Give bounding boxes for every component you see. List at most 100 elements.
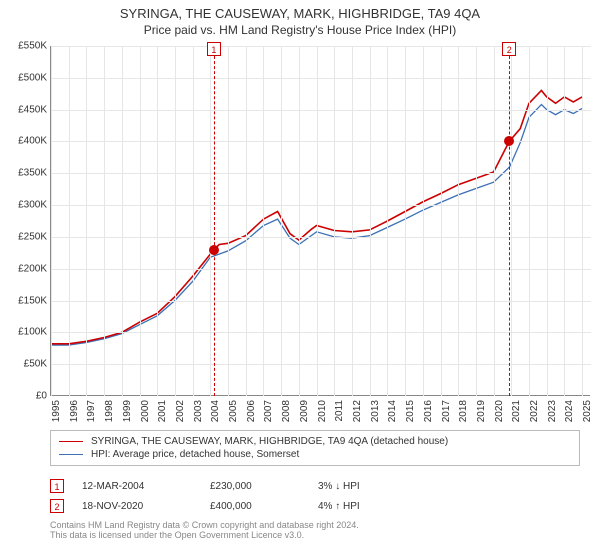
event-badge: 2 xyxy=(502,42,516,56)
gridline-v xyxy=(246,46,247,396)
ytick-label: £200K xyxy=(3,263,47,274)
xtick-label: 2003 xyxy=(193,400,204,422)
ytick-label: £300K xyxy=(3,200,47,211)
gridline-v xyxy=(334,46,335,396)
attribution-line: This data is licensed under the Open Gov… xyxy=(50,530,580,540)
chart-container: SYRINGA, THE CAUSEWAY, MARK, HIGHBRIDGE,… xyxy=(0,0,600,560)
xtick-label: 1995 xyxy=(51,400,62,422)
xtick-label: 2024 xyxy=(564,400,575,422)
legend-item: SYRINGA, THE CAUSEWAY, MARK, HIGHBRIDGE,… xyxy=(59,435,571,448)
attribution-line: Contains HM Land Registry data © Crown c… xyxy=(50,520,580,530)
event-badge: 1 xyxy=(207,42,221,56)
event-badge: 1 xyxy=(50,479,64,493)
xtick-label: 2020 xyxy=(494,400,505,422)
gridline-v xyxy=(210,46,211,396)
chart-subtitle: Price paid vs. HM Land Registry's House … xyxy=(0,21,600,41)
xtick-label: 2017 xyxy=(441,400,452,422)
ytick-label: £400K xyxy=(3,136,47,147)
gridline-v xyxy=(564,46,565,396)
gridline-v xyxy=(370,46,371,396)
gridline-v xyxy=(122,46,123,396)
ytick-label: £100K xyxy=(3,327,47,338)
legend-label: SYRINGA, THE CAUSEWAY, MARK, HIGHBRIDGE,… xyxy=(91,436,448,447)
ytick-label: £150K xyxy=(3,295,47,306)
gridline-v xyxy=(228,46,229,396)
gridline-v xyxy=(104,46,105,396)
legend-item: HPI: Average price, detached house, Some… xyxy=(59,448,571,461)
gridline-v xyxy=(352,46,353,396)
gridline-v xyxy=(441,46,442,396)
gridline-v xyxy=(387,46,388,396)
xtick-label: 2010 xyxy=(317,400,328,422)
gridline-v xyxy=(458,46,459,396)
ytick-label: £450K xyxy=(3,104,47,115)
gridline-v xyxy=(263,46,264,396)
footnote-row: 1 12-MAR-2004 £230,000 3% ↓ HPI xyxy=(50,476,580,496)
footnote-row: 2 18-NOV-2020 £400,000 4% ↑ HPI xyxy=(50,496,580,516)
xtick-label: 2005 xyxy=(228,400,239,422)
xtick-label: 2021 xyxy=(511,400,522,422)
event-dot xyxy=(504,136,514,146)
ytick-label: £250K xyxy=(3,231,47,242)
legend-label: HPI: Average price, detached house, Some… xyxy=(91,449,299,460)
xtick-label: 2013 xyxy=(370,400,381,422)
xtick-label: 1996 xyxy=(69,400,80,422)
gridline-v xyxy=(529,46,530,396)
xtick-label: 2019 xyxy=(476,400,487,422)
plot-area: £0£50K£100K£150K£200K£250K£300K£350K£400… xyxy=(50,46,590,396)
gridline-v xyxy=(494,46,495,396)
event-dot xyxy=(209,245,219,255)
xtick-label: 2002 xyxy=(175,400,186,422)
ytick-label: £550K xyxy=(3,41,47,52)
footnote-price: £230,000 xyxy=(210,481,300,492)
gridline-v xyxy=(511,46,512,396)
xtick-label: 2025 xyxy=(582,400,593,422)
ytick-label: £500K xyxy=(3,72,47,83)
event-line xyxy=(509,46,510,396)
footnotes: 1 12-MAR-2004 £230,000 3% ↓ HPI 2 18-NOV… xyxy=(50,476,580,516)
event-badge: 2 xyxy=(50,499,64,513)
footnote-delta: 3% ↓ HPI xyxy=(318,481,428,492)
xtick-label: 2006 xyxy=(246,400,257,422)
gridline-v xyxy=(547,46,548,396)
xtick-label: 2015 xyxy=(405,400,416,422)
chart-title: SYRINGA, THE CAUSEWAY, MARK, HIGHBRIDGE,… xyxy=(0,0,600,21)
xtick-label: 1997 xyxy=(86,400,97,422)
xtick-label: 2016 xyxy=(423,400,434,422)
chart-plot: £0£50K£100K£150K£200K£250K£300K£350K£400… xyxy=(50,46,590,396)
xtick-label: 2000 xyxy=(140,400,151,422)
xtick-label: 2008 xyxy=(281,400,292,422)
xtick-label: 2012 xyxy=(352,400,363,422)
xtick-label: 2018 xyxy=(458,400,469,422)
gridline-v xyxy=(299,46,300,396)
xtick-label: 2022 xyxy=(529,400,540,422)
gridline-v xyxy=(51,46,52,396)
gridline-v xyxy=(405,46,406,396)
xtick-label: 2023 xyxy=(547,400,558,422)
ytick-label: £0 xyxy=(3,391,47,402)
gridline-v xyxy=(317,46,318,396)
gridline-v xyxy=(476,46,477,396)
gridline-v xyxy=(281,46,282,396)
attribution: Contains HM Land Registry data © Crown c… xyxy=(50,520,580,540)
xtick-label: 2004 xyxy=(210,400,221,422)
gridline-v xyxy=(423,46,424,396)
xtick-label: 2001 xyxy=(157,400,168,422)
gridline-v xyxy=(175,46,176,396)
footnote-price: £400,000 xyxy=(210,501,300,512)
gridline-v xyxy=(582,46,583,396)
footnote-date: 18-NOV-2020 xyxy=(82,501,192,512)
gridline-v xyxy=(69,46,70,396)
ytick-label: £50K xyxy=(3,359,47,370)
gridline-v xyxy=(193,46,194,396)
xtick-label: 2011 xyxy=(334,400,345,422)
gridline-v xyxy=(86,46,87,396)
footnote-delta: 4% ↑ HPI xyxy=(318,501,428,512)
xtick-label: 2009 xyxy=(299,400,310,422)
legend: SYRINGA, THE CAUSEWAY, MARK, HIGHBRIDGE,… xyxy=(50,430,580,466)
footnote-date: 12-MAR-2004 xyxy=(82,481,192,492)
event-line xyxy=(214,46,215,396)
gridline-v xyxy=(157,46,158,396)
gridline-v xyxy=(140,46,141,396)
xtick-label: 1998 xyxy=(104,400,115,422)
